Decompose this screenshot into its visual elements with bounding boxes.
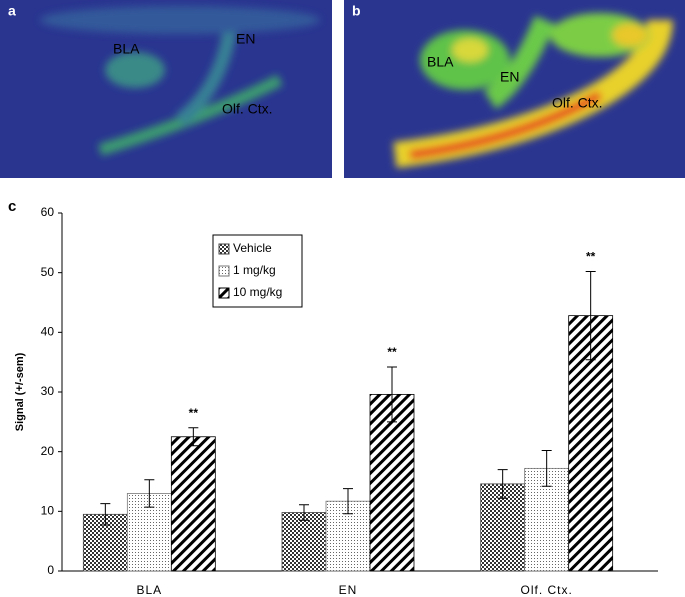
panel-label: b — [352, 3, 361, 19]
bar — [170, 436, 216, 572]
significance-label: ** — [189, 406, 199, 420]
panel-label: a — [8, 3, 16, 19]
region-label: Olf. Ctx. — [222, 101, 273, 117]
significance-label: ** — [387, 345, 397, 359]
error-bar — [144, 479, 155, 508]
y-tick-label: 60 — [41, 205, 55, 219]
region-label: EN — [500, 69, 519, 85]
error-bar — [497, 469, 508, 499]
y-tick-label: 20 — [41, 444, 55, 458]
y-tick-label: 50 — [41, 265, 55, 279]
legend-swatch — [218, 265, 230, 277]
y-tick-label: 0 — [47, 563, 54, 577]
bar — [281, 512, 327, 572]
x-tick-label: EN — [339, 583, 358, 597]
y-axis-label: Signal (+/-sem) — [14, 352, 26, 431]
x-tick-label: Olf. Ctx. — [520, 583, 572, 597]
error-bar — [541, 449, 552, 487]
region-label: BLA — [113, 41, 140, 57]
error-bar — [343, 488, 353, 515]
legend-swatch — [218, 287, 230, 299]
y-tick-label: 40 — [41, 325, 55, 339]
heatmap-b — [344, 0, 685, 178]
significance-label: ** — [586, 250, 596, 264]
bar — [369, 393, 415, 572]
legend-swatch — [218, 243, 230, 255]
y-tick-label: 10 — [41, 504, 55, 518]
region-label: EN — [236, 31, 255, 47]
error-bar — [100, 503, 111, 526]
error-bar — [585, 270, 596, 361]
region-label: Olf. Ctx. — [552, 95, 603, 111]
legend-label: Vehicle — [233, 241, 272, 255]
x-tick-label: BLA — [136, 583, 162, 597]
bar — [524, 467, 570, 572]
panel-label: c — [8, 198, 16, 215]
region-label: BLA — [427, 54, 454, 70]
heatmap-a — [0, 0, 332, 178]
legend-label: 1 mg/kg — [233, 263, 276, 277]
legend-label: 10 mg/kg — [233, 285, 282, 299]
y-tick-label: 30 — [41, 384, 55, 398]
error-bar — [188, 427, 199, 447]
error-bar — [387, 366, 397, 423]
error-bar — [299, 504, 309, 521]
